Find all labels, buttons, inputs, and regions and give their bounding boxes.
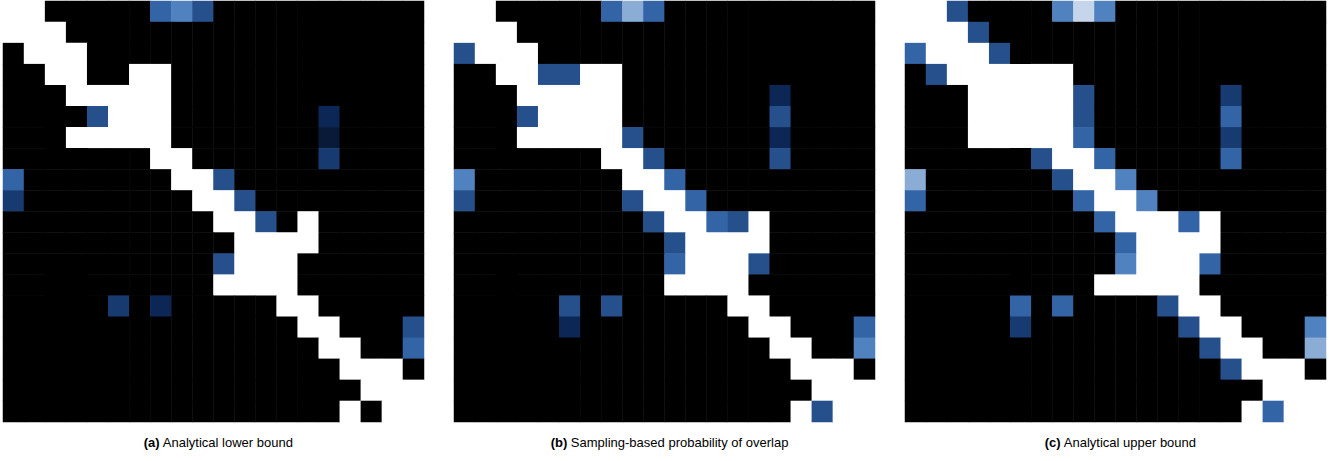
svg-text:Analytical upper bound: Analytical upper bound [1061, 435, 1196, 450]
svg-text:Sampling-based probability of: Sampling-based probability of overlap [567, 435, 788, 450]
svg-text:Analytical lower bound: Analytical lower bound [160, 435, 293, 450]
svg-text:(a): (a) [144, 435, 160, 450]
svg-text:(c): (c) [1045, 435, 1061, 450]
svg-text:(b): (b) [551, 435, 568, 450]
